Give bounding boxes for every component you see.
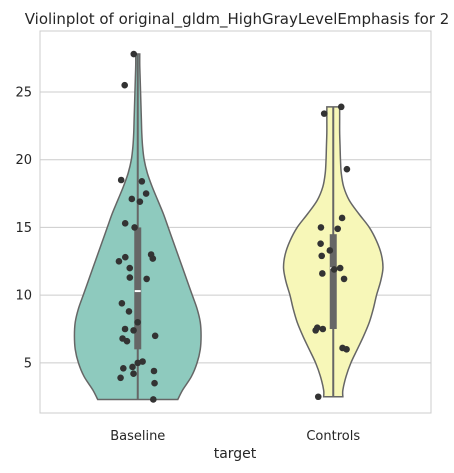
point-controls-15 (338, 214, 346, 222)
point-baseline-28 (142, 190, 150, 197)
point-baseline-29 (138, 178, 146, 185)
point-baseline-31 (121, 81, 128, 89)
y-tick-5: 5 (24, 356, 32, 371)
x-tick-labels: Baseline Controls (110, 429, 360, 444)
y-tick-labels: 5 10 15 20 25 (15, 85, 32, 371)
point-controls-18 (337, 103, 345, 111)
point-controls-2 (339, 344, 346, 352)
point-controls-8 (330, 266, 338, 273)
point-baseline-30 (117, 176, 125, 184)
point-controls-14 (317, 224, 325, 231)
point-controls-4 (319, 325, 327, 333)
point-baseline-15 (125, 308, 133, 315)
point-controls-9 (336, 264, 344, 272)
point-controls-0 (314, 393, 322, 401)
x-tick-baseline: Baseline (110, 429, 165, 444)
point-baseline-18 (126, 274, 134, 281)
y-tick-10: 10 (15, 289, 32, 304)
point-controls-17 (320, 110, 328, 117)
point-controls-5 (313, 324, 321, 331)
point-baseline-12 (130, 327, 137, 334)
point-baseline-24 (131, 224, 138, 231)
point-baseline-32 (130, 50, 138, 58)
y-tick-15: 15 (15, 221, 32, 236)
x-axis-label: target (214, 446, 257, 462)
point-baseline-19 (126, 264, 134, 272)
point-baseline-13 (121, 325, 129, 333)
point-baseline-8 (139, 358, 146, 365)
point-baseline-14 (134, 318, 141, 326)
iqr-box-baseline (134, 227, 142, 350)
chart-title: Violinplot of original_gldm_HighGrayLeve… (25, 10, 450, 29)
x-tick-controls: Controls (306, 429, 360, 444)
point-baseline-6 (129, 363, 136, 371)
iqr-box-controls (329, 234, 337, 330)
point-controls-11 (326, 247, 334, 254)
point-baseline-2 (117, 374, 124, 382)
point-baseline-20 (115, 257, 123, 265)
point-baseline-5 (120, 365, 127, 372)
y-tick-20: 20 (15, 153, 32, 168)
point-baseline-0 (150, 396, 157, 403)
point-baseline-11 (151, 332, 159, 340)
point-controls-7 (319, 270, 326, 277)
point-controls-12 (317, 240, 324, 247)
point-controls-16 (343, 165, 351, 173)
point-baseline-10 (119, 335, 126, 342)
point-baseline-27 (128, 195, 136, 203)
plot-frame (39, 30, 432, 414)
point-baseline-17 (143, 275, 150, 283)
point-baseline-4 (150, 367, 158, 375)
point-baseline-23 (147, 251, 155, 258)
point-controls-10 (318, 252, 326, 260)
point-baseline-16 (118, 299, 126, 307)
point-baseline-22 (122, 253, 129, 261)
point-baseline-25 (121, 220, 129, 227)
y-tick-25: 25 (15, 85, 32, 100)
point-baseline-1 (151, 379, 158, 387)
point-baseline-3 (130, 370, 137, 378)
point-controls-13 (334, 225, 342, 233)
point-baseline-26 (136, 198, 144, 205)
point-controls-6 (340, 275, 348, 283)
data-points (115, 50, 351, 403)
